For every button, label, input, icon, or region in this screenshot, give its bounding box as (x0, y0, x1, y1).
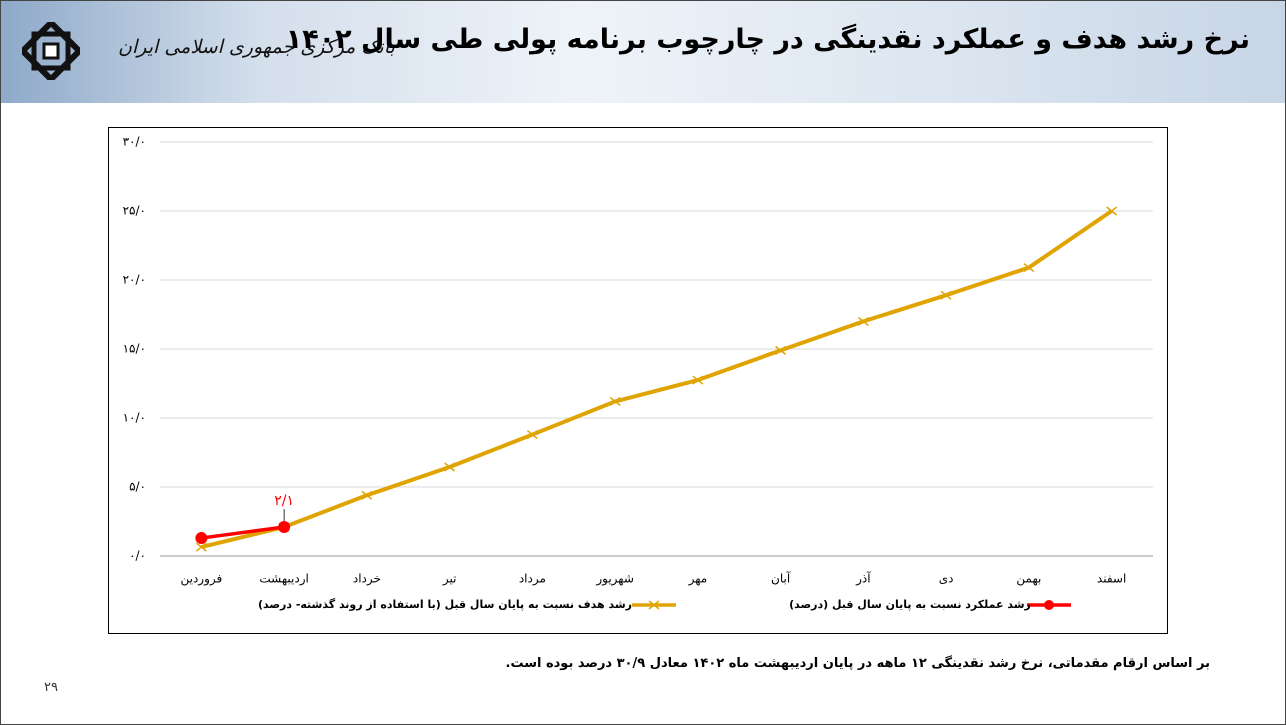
x-tick-label: دی (939, 572, 954, 586)
point-marker (940, 290, 952, 300)
x-tick-label: خرداد (353, 572, 381, 587)
y-tick-label: ۵/۰ (129, 480, 146, 494)
x-tick-label: شهریور (595, 572, 634, 587)
point-marker (1106, 206, 1118, 216)
page-number: ۲۹ (44, 680, 58, 695)
logo (22, 22, 80, 80)
legend-marker (648, 600, 660, 610)
x-tick-label: بهمن (1016, 572, 1041, 587)
point-marker (526, 429, 538, 440)
point-marker (775, 345, 787, 355)
legend-label: رشد عملکرد نسبت به پایان سال قبل (درصد) (789, 598, 1031, 611)
point-marker (857, 316, 869, 326)
x-tick-label: فروردین (180, 572, 222, 587)
header-band (1, 1, 1285, 103)
point-marker (361, 490, 373, 500)
legend-marker (1044, 600, 1054, 610)
series-line (200, 209, 1113, 549)
x-tick-label: آذر (855, 571, 871, 587)
x-tick-label: تیر (442, 572, 457, 587)
point-marker (278, 521, 291, 534)
y-tick-label: ۳۰/۰ (123, 135, 146, 149)
y-tick-label: ۱۰/۰ (123, 411, 146, 425)
logo-text: بانک مرکزی جمهوری اسلامی ایران (118, 36, 395, 58)
slide-title: نرخ رشد هدف و عملکرد نقدینگی در چارچوب ب… (285, 24, 1250, 55)
data-label: ۲/۱ (274, 493, 294, 509)
x-tick-label: آبان (771, 571, 791, 586)
x-tick-label: اسفند (1097, 572, 1126, 586)
point-marker (444, 462, 456, 472)
point-marker (1023, 262, 1035, 273)
legend-label: رشد هدف نسبت به پایان سال قبل (با استفاد… (258, 598, 632, 611)
x-tick-label: مرداد (519, 572, 546, 587)
y-tick-label: ۱۵/۰ (123, 342, 146, 356)
point-marker (609, 396, 621, 407)
point-marker (195, 542, 207, 552)
y-tick-label: ۲۰/۰ (123, 273, 146, 287)
point-marker (692, 375, 704, 385)
footnote: بر اساس ارقام مقدماتی، نرخ رشد نقدینگی ۱… (505, 656, 1211, 671)
point-marker (195, 532, 208, 545)
y-tick-label: ۲۵/۰ (123, 204, 146, 218)
series-line (201, 525, 285, 540)
x-tick-label: اردیبهشت (259, 572, 308, 587)
chart-frame (108, 127, 1168, 634)
y-tick-label: ۰/۰ (129, 549, 146, 563)
x-tick-label: مهر (688, 572, 708, 587)
